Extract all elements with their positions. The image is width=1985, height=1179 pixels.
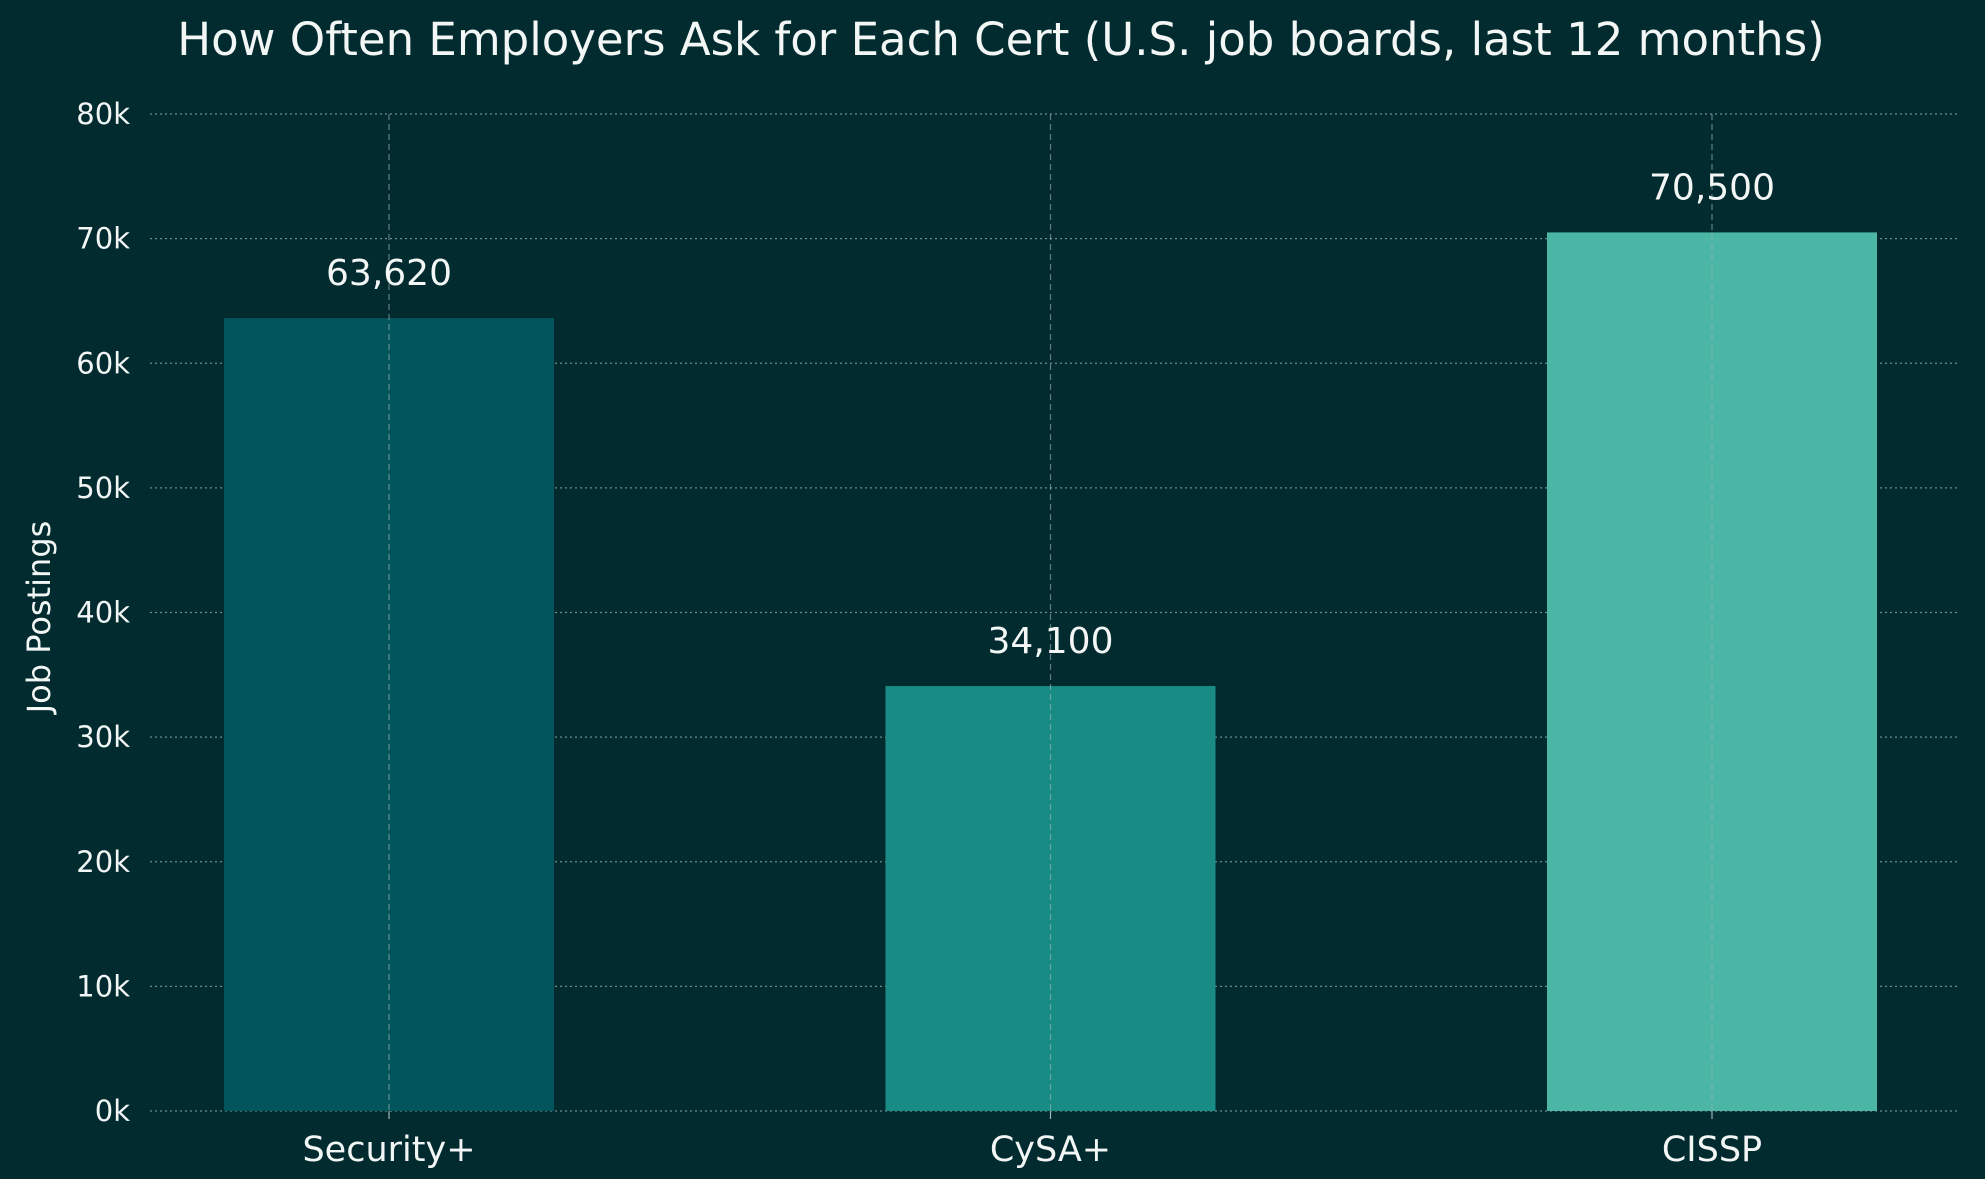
x-tick-label: Security+	[302, 1130, 475, 1170]
value-label: 34,100	[988, 621, 1114, 662]
x-tick-label: CISSP	[1662, 1130, 1762, 1170]
value-label: 63,620	[326, 253, 452, 294]
y-tick-label: 40k	[76, 596, 130, 630]
labels-layer: 0k 10k 20k 30k 40k 50k 60k 70k 80k 63,620 Security…	[76, 97, 1775, 1170]
y-tick-label: 50k	[76, 471, 130, 505]
value-label: 70,500	[1649, 167, 1775, 208]
y-tick-label: 80k	[76, 97, 130, 131]
y-tick-label: 0k	[95, 1094, 130, 1128]
vertical-grid-layer	[388, 114, 1713, 1119]
y-axis-label: Job Postings	[20, 521, 58, 716]
chart-title: How Often Employers Ask for Each Cert (U…	[177, 13, 1824, 66]
y-tick-label: 20k	[76, 845, 130, 879]
y-tick-label: 60k	[76, 346, 130, 380]
x-tick-label: CySA+	[990, 1130, 1111, 1170]
y-tick-label: 30k	[76, 720, 130, 754]
y-tick-label: 70k	[76, 222, 130, 256]
y-tick-label: 10k	[76, 969, 130, 1003]
